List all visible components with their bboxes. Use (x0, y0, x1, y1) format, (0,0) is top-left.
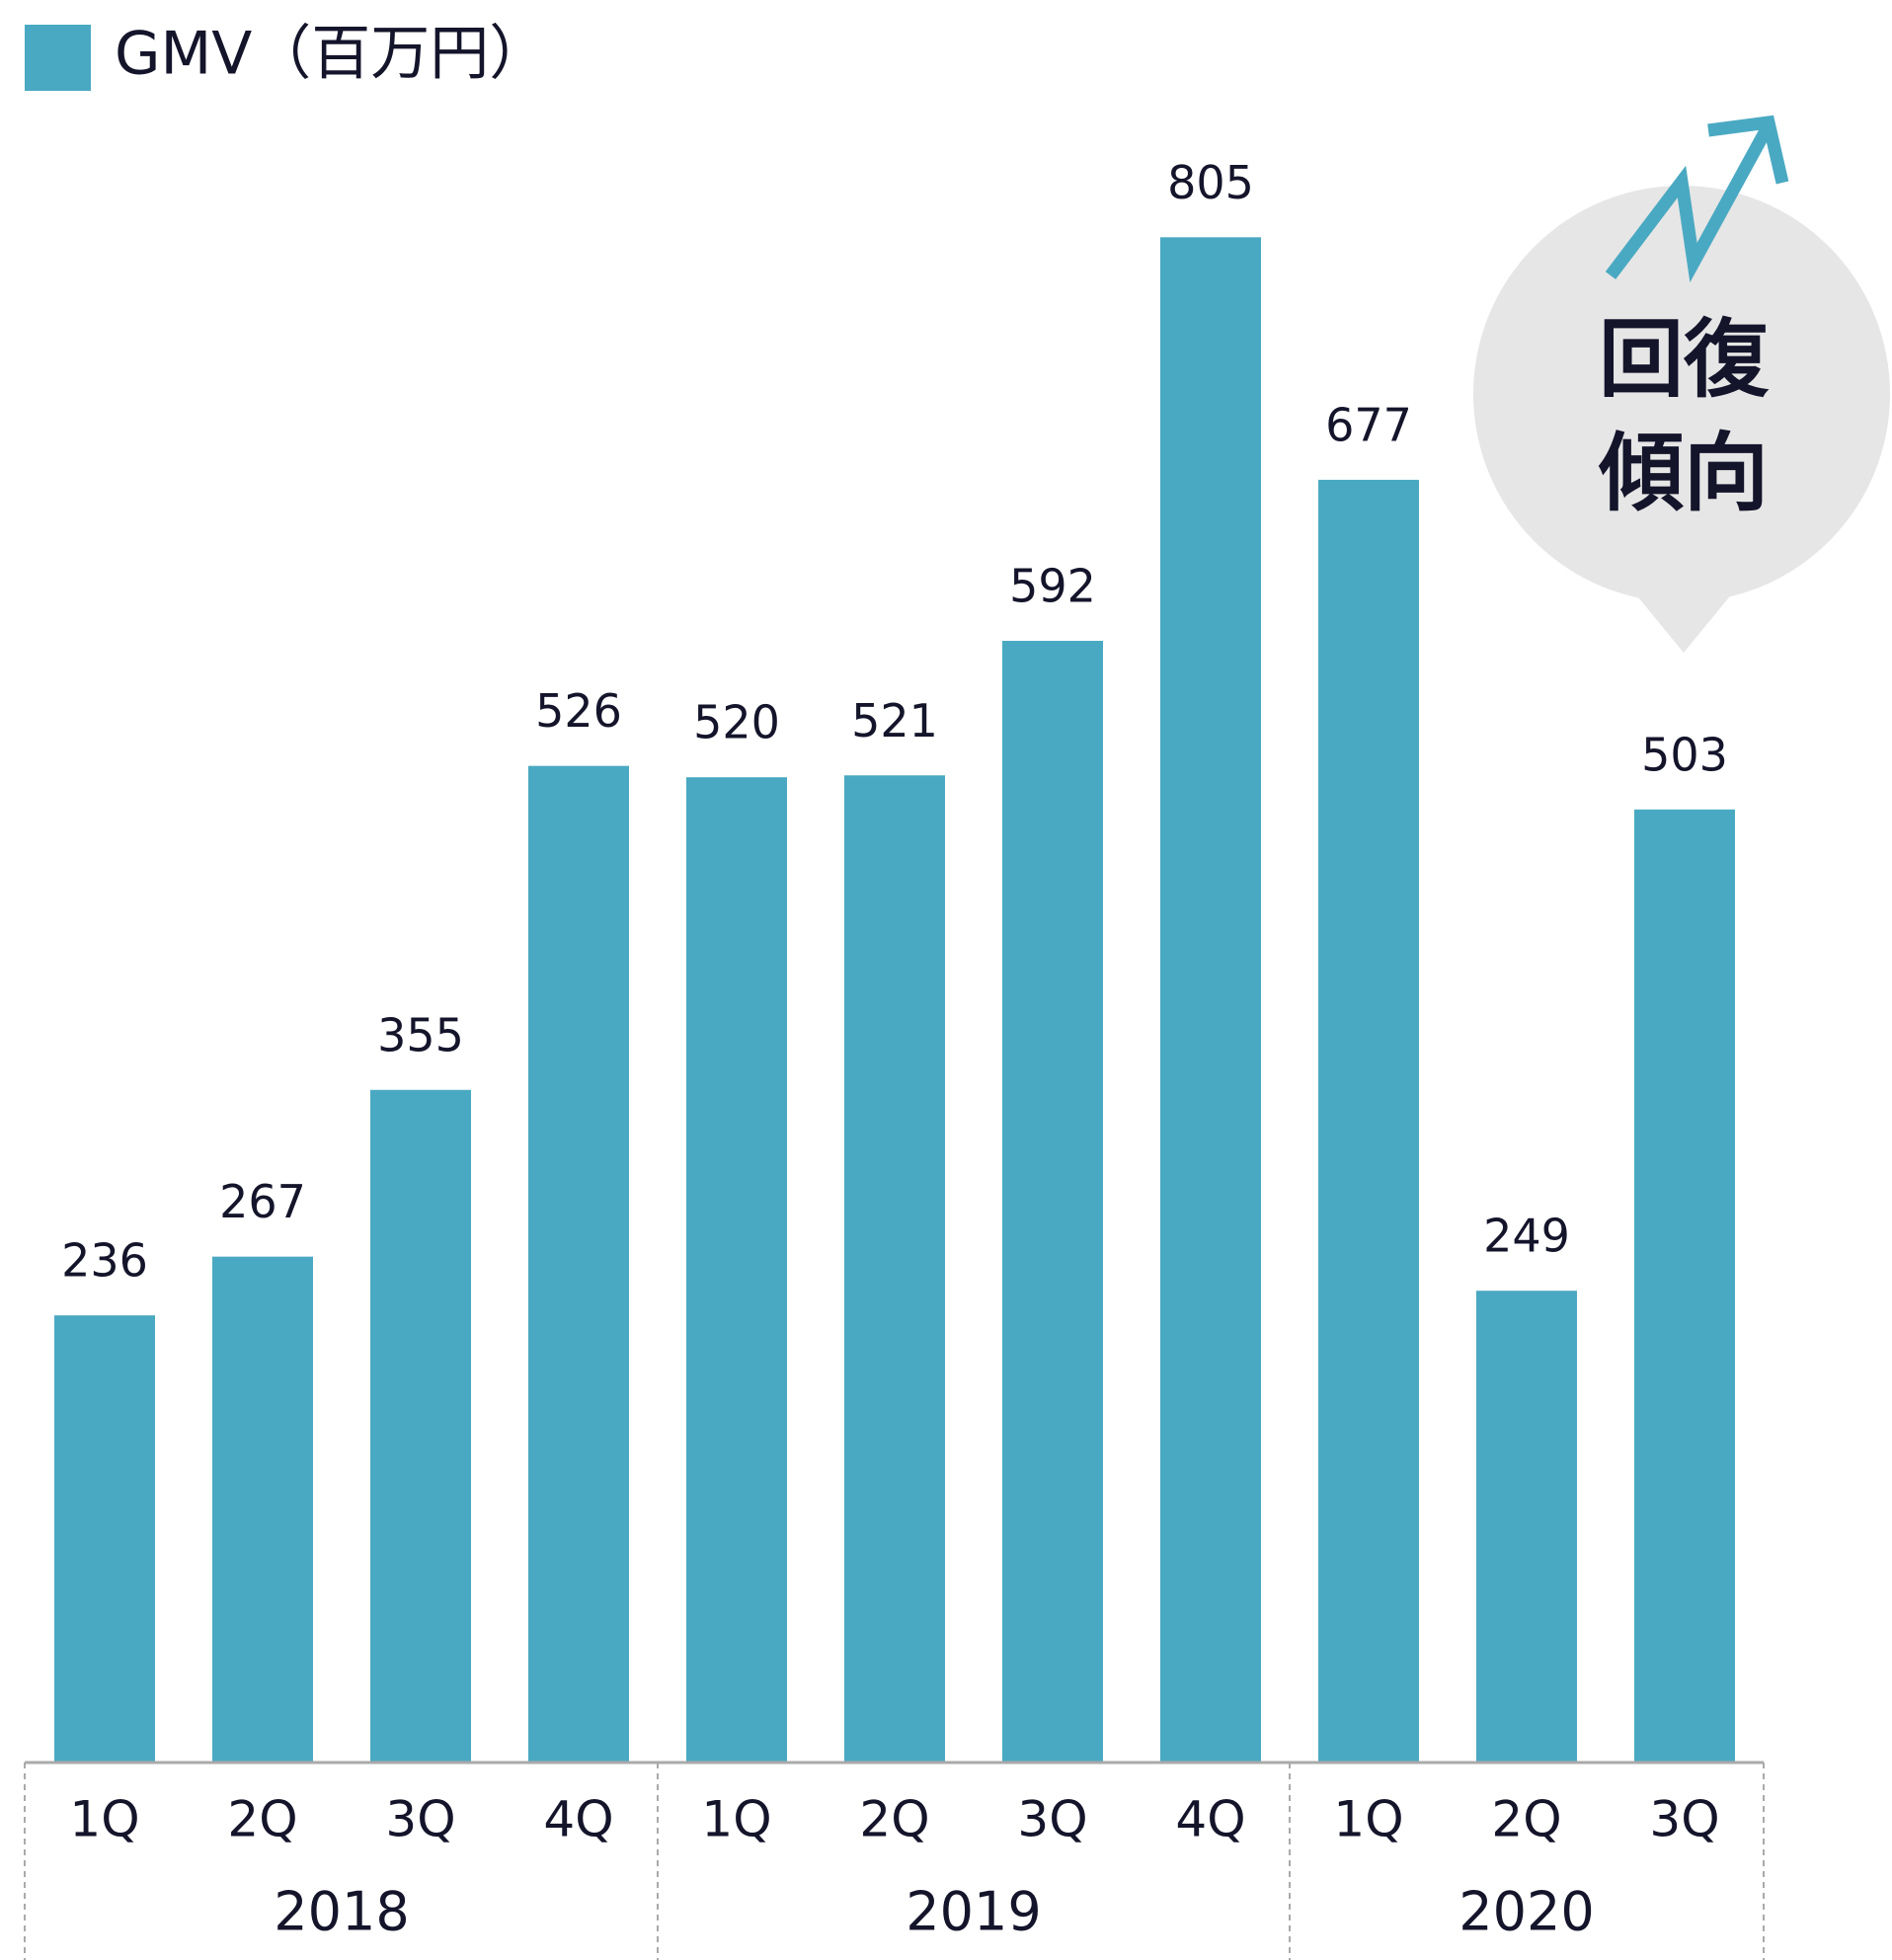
x-tick-label: 2Q (1491, 1791, 1561, 1848)
x-tick-label: 4Q (1175, 1791, 1245, 1848)
bar (686, 777, 787, 1763)
value-label: 520 (693, 696, 780, 749)
x-tick-label: 3Q (385, 1791, 455, 1848)
value-label: 236 (61, 1234, 148, 1288)
value-label: 677 (1325, 398, 1412, 451)
bar (1002, 641, 1103, 1763)
bar (528, 765, 629, 1763)
callout-bubble (1473, 186, 1890, 602)
value-label: 526 (535, 684, 622, 738)
year-label: 2019 (906, 1881, 1041, 1943)
callout-text: 傾向 (1598, 424, 1769, 522)
x-tick-label: 1Q (701, 1791, 771, 1848)
bar (212, 1256, 313, 1763)
bar (1634, 809, 1735, 1763)
value-label: 355 (377, 1008, 464, 1061)
x-tick-label: 3Q (1649, 1791, 1719, 1848)
trend-arrow-head (1707, 115, 1789, 185)
value-label: 249 (1483, 1210, 1570, 1263)
legend-swatch (25, 25, 91, 91)
bar (1476, 1291, 1577, 1763)
value-label: 503 (1641, 728, 1728, 781)
bar (1318, 479, 1419, 1763)
x-tick-label: 3Q (1017, 1791, 1087, 1848)
callout (1473, 115, 1890, 653)
bar (370, 1089, 471, 1763)
x-tick-label: 2Q (227, 1791, 297, 1848)
year-label: 2018 (274, 1881, 409, 1943)
callout-text: 回復 (1599, 310, 1770, 409)
bar (1160, 237, 1261, 1764)
bar (54, 1315, 155, 1763)
callout-pointer (1634, 592, 1733, 653)
value-label: 805 (1167, 156, 1254, 209)
x-tick-label: 2Q (859, 1791, 929, 1848)
year-label: 2020 (1458, 1881, 1594, 1943)
x-tick-label: 1Q (69, 1791, 139, 1848)
value-label: 521 (851, 694, 938, 747)
legend-label: GMV（百万円） (115, 20, 548, 89)
bar (844, 775, 945, 1763)
x-tick-label: 4Q (543, 1791, 613, 1848)
value-label: 592 (1009, 560, 1096, 613)
value-label: 267 (219, 1175, 306, 1228)
trend-arrow (1605, 121, 1774, 283)
x-tick-label: 1Q (1333, 1791, 1403, 1848)
